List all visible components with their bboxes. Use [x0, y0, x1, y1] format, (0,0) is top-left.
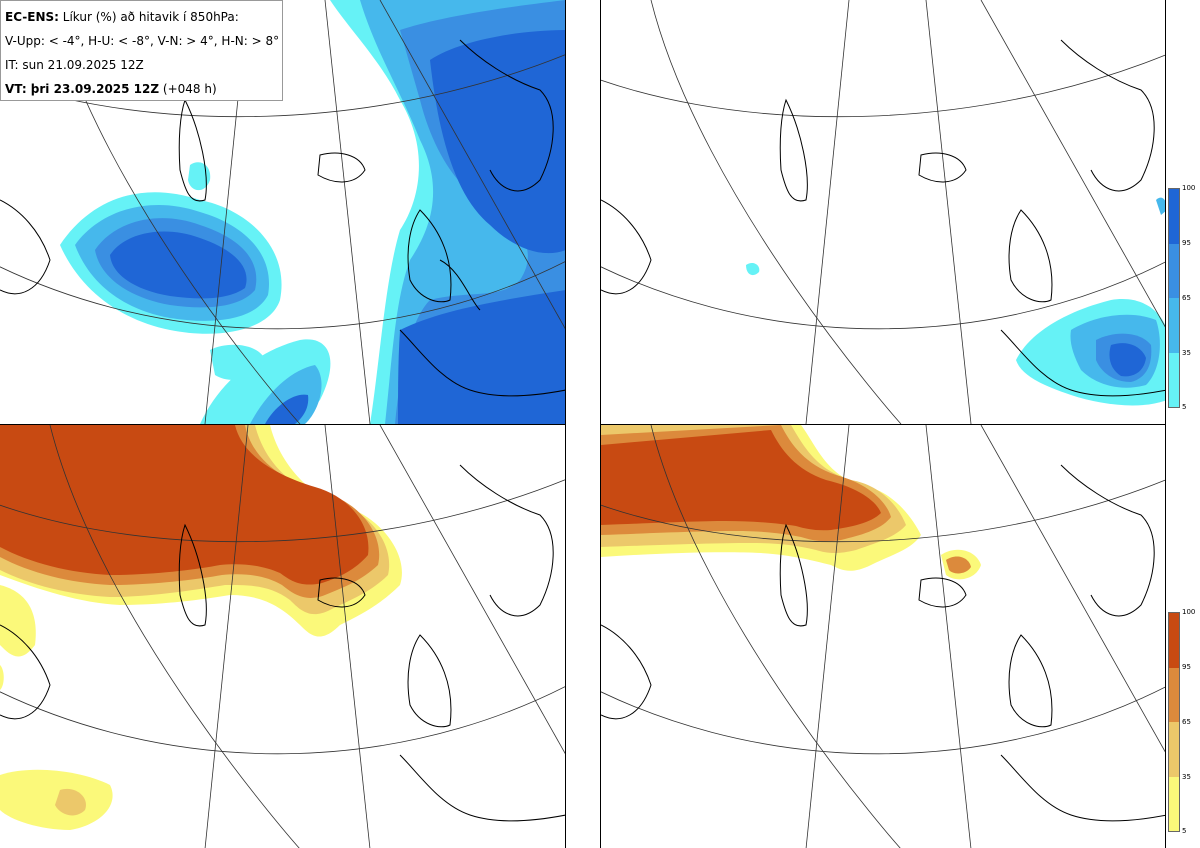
header-line-4: VT: þri 23.09.2025 12Z (+048 h) — [5, 77, 278, 101]
legend-tick: 35 — [1182, 773, 1191, 781]
prob-area-5 — [746, 262, 760, 276]
header-valid-time: VT: þri 23.09.2025 12Z — [5, 82, 160, 96]
prob-area-5 — [188, 162, 211, 191]
prob-area-5 — [0, 665, 4, 690]
prob-area-95 — [0, 425, 369, 585]
legend-tick: 5 — [1182, 403, 1187, 411]
legend-tick: 65 — [1182, 294, 1191, 302]
header-line-3: IT: sun 21.09.2025 12Z — [5, 58, 144, 72]
legend-seg-95 — [1169, 243, 1179, 298]
panel-separator — [566, 0, 600, 848]
prob-area-95 — [1109, 343, 1146, 377]
prob-area-35 — [55, 788, 86, 816]
header-box: EC-ENS: Líkur (%) að hitavik í 850hPa: V… — [0, 0, 283, 101]
prob-area-95 — [265, 394, 309, 424]
probability-map-cold-4 — [0, 0, 565, 424]
probability-map-cold-8 — [601, 0, 1165, 424]
legend-tick: 100 — [1182, 184, 1196, 192]
map-panel-upper-left — [0, 0, 566, 424]
legend-seg-100 — [1169, 613, 1179, 668]
probability-map-warm-8 — [601, 425, 1165, 848]
prob-area-5 — [0, 769, 113, 830]
legend-seg-65 — [1169, 722, 1179, 777]
probability-map-warm-4 — [0, 425, 565, 848]
prob-area-5 — [210, 344, 265, 380]
prob-area-95 — [430, 30, 565, 254]
header-model: EC-ENS: — [5, 10, 59, 24]
header-lead-time: (+048 h) — [162, 82, 217, 96]
header-description: Líkur (%) að hitavik í 850hPa: — [62, 10, 239, 24]
legend-tick: 65 — [1182, 718, 1191, 726]
map-panel-upper-right — [600, 0, 1166, 424]
legend-colorbar-blue-right — [1168, 188, 1180, 408]
header-line-2: V-Upp: < -4°, H-U: < -8°, V-N: > 4°, H-N… — [5, 34, 280, 48]
legend-seg-35 — [1169, 352, 1179, 407]
prob-area-95 — [601, 430, 881, 531]
prob-area-35 — [946, 556, 971, 574]
legend-tick: 35 — [1182, 349, 1191, 357]
legend-tick: 100 — [1182, 608, 1196, 616]
header-line-1: EC-ENS: Líkur (%) að hitavik í 850hPa: — [5, 5, 278, 29]
prob-area-5 — [1156, 197, 1165, 215]
legend-seg-100 — [1169, 189, 1179, 244]
legend-tick: 5 — [1182, 827, 1187, 835]
prob-area-5 — [0, 585, 36, 657]
legend-seg-35 — [1169, 776, 1179, 831]
map-panel-lower-right — [600, 424, 1166, 848]
legend-seg-65 — [1169, 298, 1179, 353]
legend-tick: 95 — [1182, 663, 1191, 671]
legend-seg-95 — [1169, 667, 1179, 722]
map-panel-lower-left — [0, 424, 566, 848]
prob-area-95 — [398, 290, 565, 424]
legend-colorbar-warm-right — [1168, 612, 1180, 832]
legend-tick: 95 — [1182, 239, 1191, 247]
